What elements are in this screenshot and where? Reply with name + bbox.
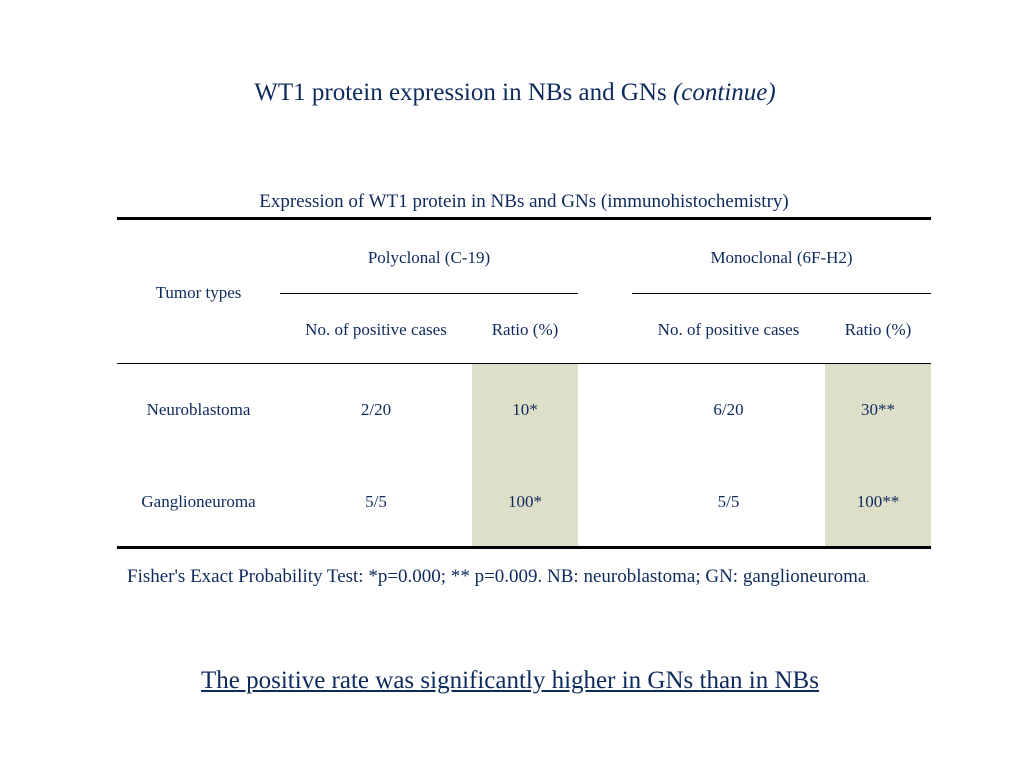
col-header-monoclonal-cases: No. of positive cases [657,320,800,339]
table-bottom-rule [117,546,931,549]
slide-title-text: WT1 protein expression in NBs and GNs [254,79,667,106]
cell-nb-polyclonal-ratio: 10* [512,400,538,419]
row-header-tumor-types: Tumor types [155,283,242,302]
col-header-polyclonal-ratio: Ratio (%) [491,320,559,339]
cell-gn-monoclonal-cases: 5/5 [717,492,740,511]
shade-monoclonal-ratio [825,364,931,547]
polyclonal-group-rule [280,293,578,294]
cell-nb-monoclonal-ratio: 30** [861,400,895,419]
table-top-rule [117,217,931,220]
table-caption: Expression of WT1 protein in NBs and GNs… [259,191,789,212]
row-label-neuroblastoma: Neuroblastoma [146,400,251,419]
footnote-text: Fisher's Exact Probability Test: *p=0.00… [127,566,867,587]
cell-gn-monoclonal-ratio: 100** [856,492,900,511]
monoclonal-group-rule [632,293,931,294]
slide-title-suffix: (continue) [672,79,776,106]
header-bottom-rule [117,363,931,364]
group-header-monoclonal: Monoclonal (6F-H2) [710,248,853,267]
table-footnote: Fisher's Exact Probability Test: *p=0.00… [127,563,921,591]
conclusion-text: The positive rate was significantly high… [201,667,819,694]
shade-polyclonal-ratio [472,364,578,547]
col-header-polyclonal-cases: No. of positive cases [305,320,447,339]
cell-nb-polyclonal-cases: 2/20 [360,400,392,419]
footnote-end: . [866,570,870,585]
cell-gn-polyclonal-ratio: 100* [508,492,542,511]
slide-title: WT1 protein expression in NBs and GNs (c… [0,78,1024,108]
cell-nb-monoclonal-cases: 6/20 [713,400,744,419]
row-label-ganglioneuroma: Ganglioneuroma [141,492,256,511]
col-header-monoclonal-ratio: Ratio (%) [844,320,912,339]
group-header-polyclonal: Polyclonal (C-19) [367,248,491,267]
cell-gn-polyclonal-cases: 5/5 [365,492,387,511]
